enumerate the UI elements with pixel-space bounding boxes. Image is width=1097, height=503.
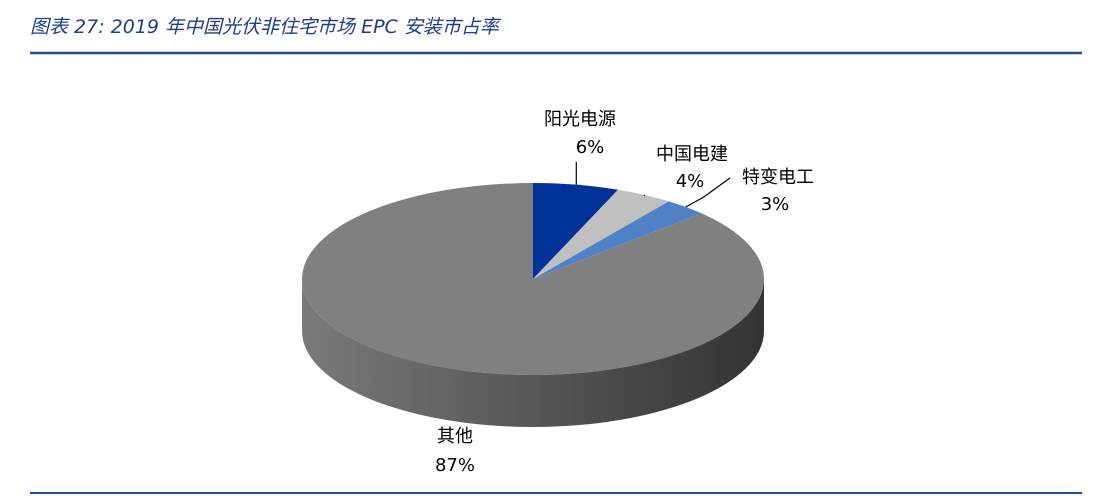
category-label: 阳光电源 xyxy=(544,109,616,130)
leader-line xyxy=(685,177,731,208)
value-label: 6% xyxy=(576,137,605,158)
category-label: 特变电工 xyxy=(742,167,814,188)
value-label: 87% xyxy=(435,455,475,476)
pie-side-shade xyxy=(302,279,764,427)
category-label: 其他 xyxy=(437,426,473,447)
pie-slice xyxy=(533,201,702,279)
pie: 阳光电源 6% 中国电建 4% 特变电工 3% 其他 87% xyxy=(301,109,814,476)
value-label: 3% xyxy=(761,194,790,215)
chart-title: 图表 27: 2019 年中国光伏非住宅市场 EPC 安装市占率 xyxy=(30,16,502,38)
pie-slice xyxy=(533,189,669,279)
value-label: 4% xyxy=(676,171,705,192)
pie-slice xyxy=(301,183,764,376)
pie-slice xyxy=(533,183,619,279)
category-label: 中国电建 xyxy=(656,144,728,165)
